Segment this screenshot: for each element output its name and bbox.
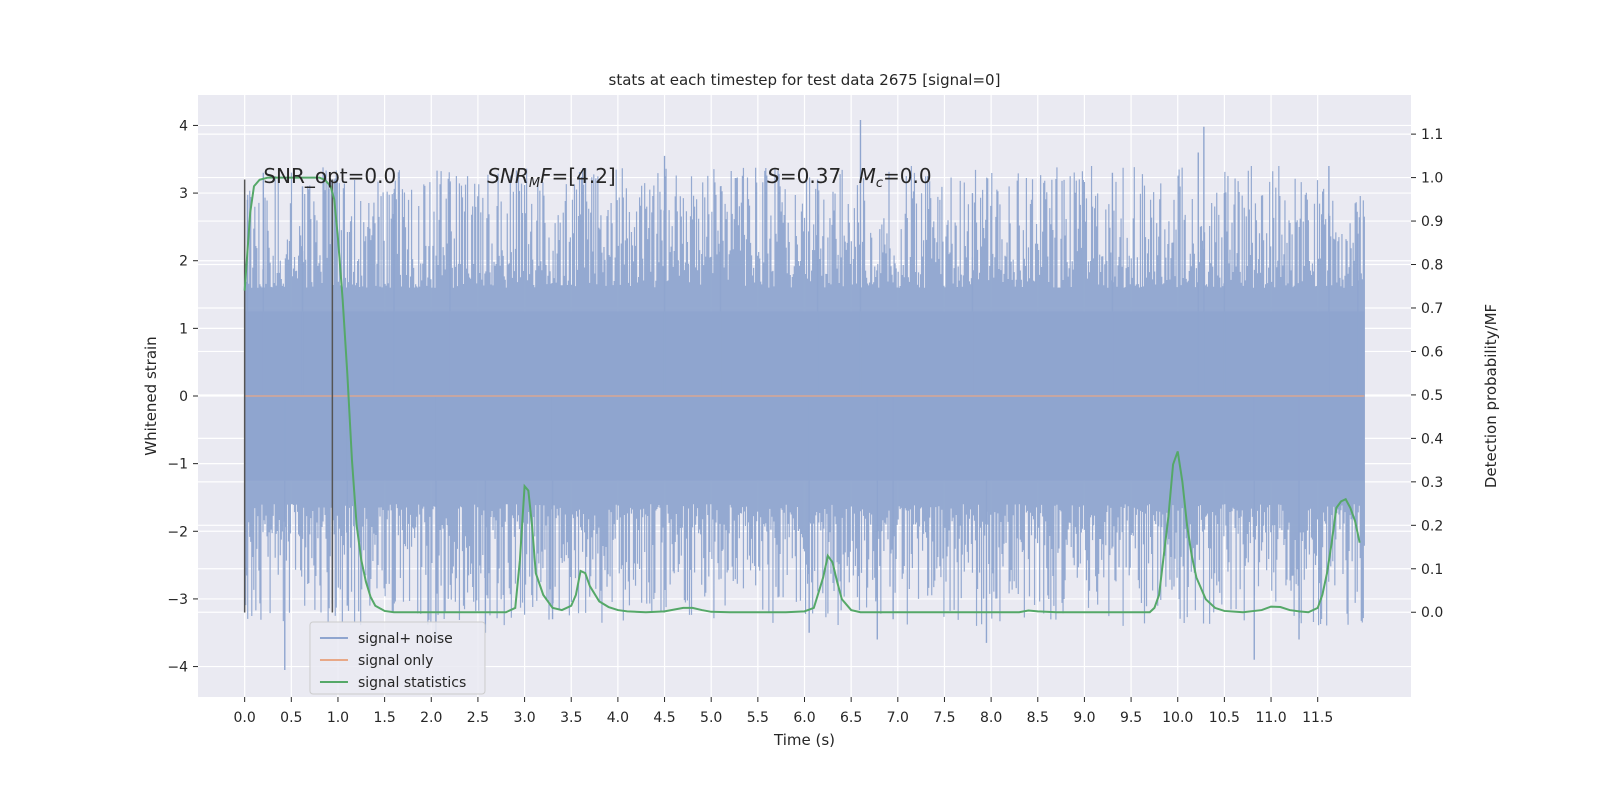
- snr-mf-rest-italic: F: [540, 164, 552, 188]
- annotation-snr-opt: SNR_opt=0.0: [263, 164, 396, 188]
- x-tick-label: 2.5: [467, 710, 489, 726]
- y-tick-label: −2: [167, 524, 188, 540]
- mc-value: =0.0: [883, 164, 932, 188]
- annotation-s: S=0.37: [767, 164, 841, 188]
- snr-mf-base: SNR: [487, 164, 529, 188]
- legend-label-signal-plus-noise: signal+ noise: [358, 631, 453, 647]
- y2-tick-label: 1.1: [1421, 127, 1443, 143]
- y-tick-label: −3: [167, 592, 188, 608]
- y-tick-label: 3: [179, 186, 188, 202]
- s-value: =0.37: [780, 164, 841, 188]
- y2-tick-label: 1.0: [1421, 171, 1443, 187]
- x-tick-label: 5.0: [700, 710, 722, 726]
- x-tick-label: 4.5: [653, 710, 675, 726]
- x-tick-label: 11.5: [1302, 710, 1333, 726]
- y2-tick-label: 0.3: [1421, 475, 1443, 491]
- legend: signal+ noise signal only signal statist…: [309, 621, 486, 695]
- x-tick-label: 2.0: [420, 710, 442, 726]
- chart-title: stats at each timestep for test data 267…: [609, 71, 1001, 89]
- x-tick-label: 11.0: [1255, 710, 1286, 726]
- series-signal-statistics: [243, 176, 1361, 614]
- y-tick-label: −4: [167, 660, 188, 676]
- snr-mf-rest: =[4.2]: [552, 164, 616, 188]
- x-tick-label: 10.0: [1162, 710, 1193, 726]
- window-markers: [243, 179, 334, 613]
- mc-base: M: [859, 164, 876, 188]
- y-tick-label: 2: [179, 254, 188, 270]
- y2-tick-label: 0.6: [1421, 344, 1443, 360]
- y-tick-label: 0: [179, 389, 188, 405]
- x-tick-label: 8.5: [1027, 710, 1049, 726]
- y2-tick-label: 0.8: [1421, 258, 1443, 274]
- mc-sub: c: [876, 176, 883, 191]
- x-tick-label: 3.0: [513, 710, 535, 726]
- y2-tick-label: 0.1: [1421, 562, 1443, 578]
- x-tick-label: 9.0: [1073, 710, 1095, 726]
- x-tick-label: 0.5: [280, 710, 302, 726]
- x-tick-label: 10.5: [1209, 710, 1240, 726]
- legend-label-signal-statistics: signal statistics: [358, 675, 466, 691]
- x-tick-label: 1.0: [327, 710, 349, 726]
- annotation-mc: Mc=0.0: [859, 164, 932, 191]
- x-axis-label: Time (s): [773, 731, 835, 749]
- y-tick-label: 4: [179, 118, 188, 134]
- s-label: S: [767, 164, 780, 188]
- x-tick-label: 7.5: [933, 710, 955, 726]
- snr-mf-sub: M: [529, 176, 540, 191]
- y2-tick-label: 0.0: [1421, 605, 1443, 621]
- annotation-snr-mf: SNRMF=[4.2]: [487, 164, 615, 191]
- legend-box: [309, 621, 486, 695]
- tick-labels: 0.0 0.5 1.0 1.5 2.0 2.5 3.0 3.5 4.0 4.5 5.0 5.5 6.0 6…: [167, 118, 1443, 726]
- signal-statistics-line: [243, 176, 1361, 614]
- x-tick-label: 9.5: [1120, 710, 1142, 726]
- y-axis-label: Whitened strain: [142, 336, 160, 455]
- x-tick-label: 0.0: [234, 710, 256, 726]
- x-tick-label: 6.0: [793, 710, 815, 726]
- y2-tick-label: 0.4: [1421, 431, 1443, 447]
- y-tick-label: −1: [167, 457, 188, 473]
- legend-label-signal-only: signal only: [358, 653, 433, 669]
- x-tick-label: 3.5: [560, 710, 582, 726]
- y2-tick-label: 0.7: [1421, 301, 1443, 317]
- y-tick-label: 1: [179, 321, 188, 337]
- x-tick-label: 6.5: [840, 710, 862, 726]
- y2-axis-label: Detection probability/MF: [1482, 304, 1500, 488]
- y2-tick-label: 0.5: [1421, 388, 1443, 404]
- x-tick-label: 5.5: [747, 710, 769, 726]
- x-tick-label: 8.0: [980, 710, 1002, 726]
- x-tick-label: 1.5: [373, 710, 395, 726]
- x-tick-label: 7.0: [887, 710, 909, 726]
- x-tick-label: 4.0: [607, 710, 629, 726]
- y2-tick-label: 0.2: [1421, 518, 1443, 534]
- y2-tick-label: 0.9: [1421, 214, 1443, 230]
